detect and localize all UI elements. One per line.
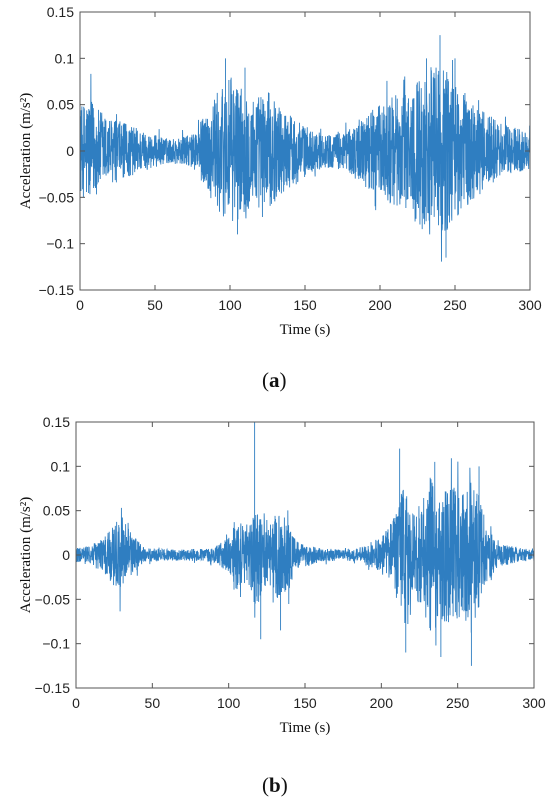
y-tick-label: −0.05 bbox=[39, 189, 75, 205]
y-tick-label: −0.15 bbox=[35, 680, 71, 696]
y-tick-label: −0.1 bbox=[46, 236, 74, 252]
x-tick-label: 300 bbox=[518, 297, 542, 313]
y-tick-label: 0.1 bbox=[51, 458, 71, 474]
y-tick-label: 0.05 bbox=[47, 97, 74, 113]
panel-label-a-letter: a bbox=[269, 368, 280, 392]
panel-label-b-letter: b bbox=[269, 773, 281, 797]
y-tick-label: 0.1 bbox=[55, 50, 75, 66]
y-tick-label: 0.15 bbox=[47, 4, 74, 20]
x-tick-label: 200 bbox=[368, 297, 392, 313]
y-tick-label: 0.15 bbox=[43, 414, 70, 430]
y-tick-label: 0 bbox=[66, 143, 74, 159]
panel-label-b: (b) bbox=[262, 773, 288, 797]
y-tick-label: 0 bbox=[62, 547, 70, 563]
x-tick-label: 100 bbox=[218, 297, 242, 313]
chart-a-svg: 0 50 100 150 200 250 300 0.15 0.1 0.05 0 −0.05 −0.1 −… bbox=[18, 4, 542, 338]
y-tick-label: −0.1 bbox=[42, 636, 70, 652]
x-tick-label: 200 bbox=[370, 695, 394, 711]
y-tick-label: −0.05 bbox=[35, 591, 71, 607]
x-tick-label: 300 bbox=[522, 695, 546, 711]
x-axis-title: Time (s) bbox=[280, 322, 331, 338]
chart-b-svg: 0 50 100 150 200 250 300 0.15 0.1 0.05 0 −0.05 −0.1 −… bbox=[18, 414, 546, 736]
x-tick-label: 250 bbox=[446, 695, 470, 711]
x-tick-label: 0 bbox=[76, 297, 84, 313]
chart-panel-a: 0 50 100 150 200 250 300 0.15 0.1 0.05 0 −0.05 −0.1 −… bbox=[0, 0, 550, 400]
chart-panel-b: 0 50 100 150 200 250 300 0.15 0.1 0.05 0 −0.05 −0.1 −… bbox=[0, 410, 550, 809]
y-axis-title: Acceleration (m/s²) bbox=[18, 93, 34, 210]
y-axis-title: Acceleration (m/s²) bbox=[18, 497, 34, 614]
signal-series-a bbox=[80, 35, 530, 262]
x-tick-label: 100 bbox=[217, 695, 241, 711]
x-tick-label: 150 bbox=[293, 695, 317, 711]
x-tick-label: 0 bbox=[72, 695, 80, 711]
panel-label-a: (a) bbox=[262, 368, 287, 392]
signal-series-b bbox=[76, 422, 534, 666]
y-tick-label: −0.15 bbox=[39, 282, 75, 298]
x-tick-label: 250 bbox=[443, 297, 467, 313]
x-tick-label: 50 bbox=[147, 297, 163, 313]
x-axis-title: Time (s) bbox=[280, 720, 331, 736]
x-tick-label: 150 bbox=[293, 297, 317, 313]
y-tick-label: 0.05 bbox=[43, 503, 70, 519]
x-tick-label: 50 bbox=[145, 695, 161, 711]
